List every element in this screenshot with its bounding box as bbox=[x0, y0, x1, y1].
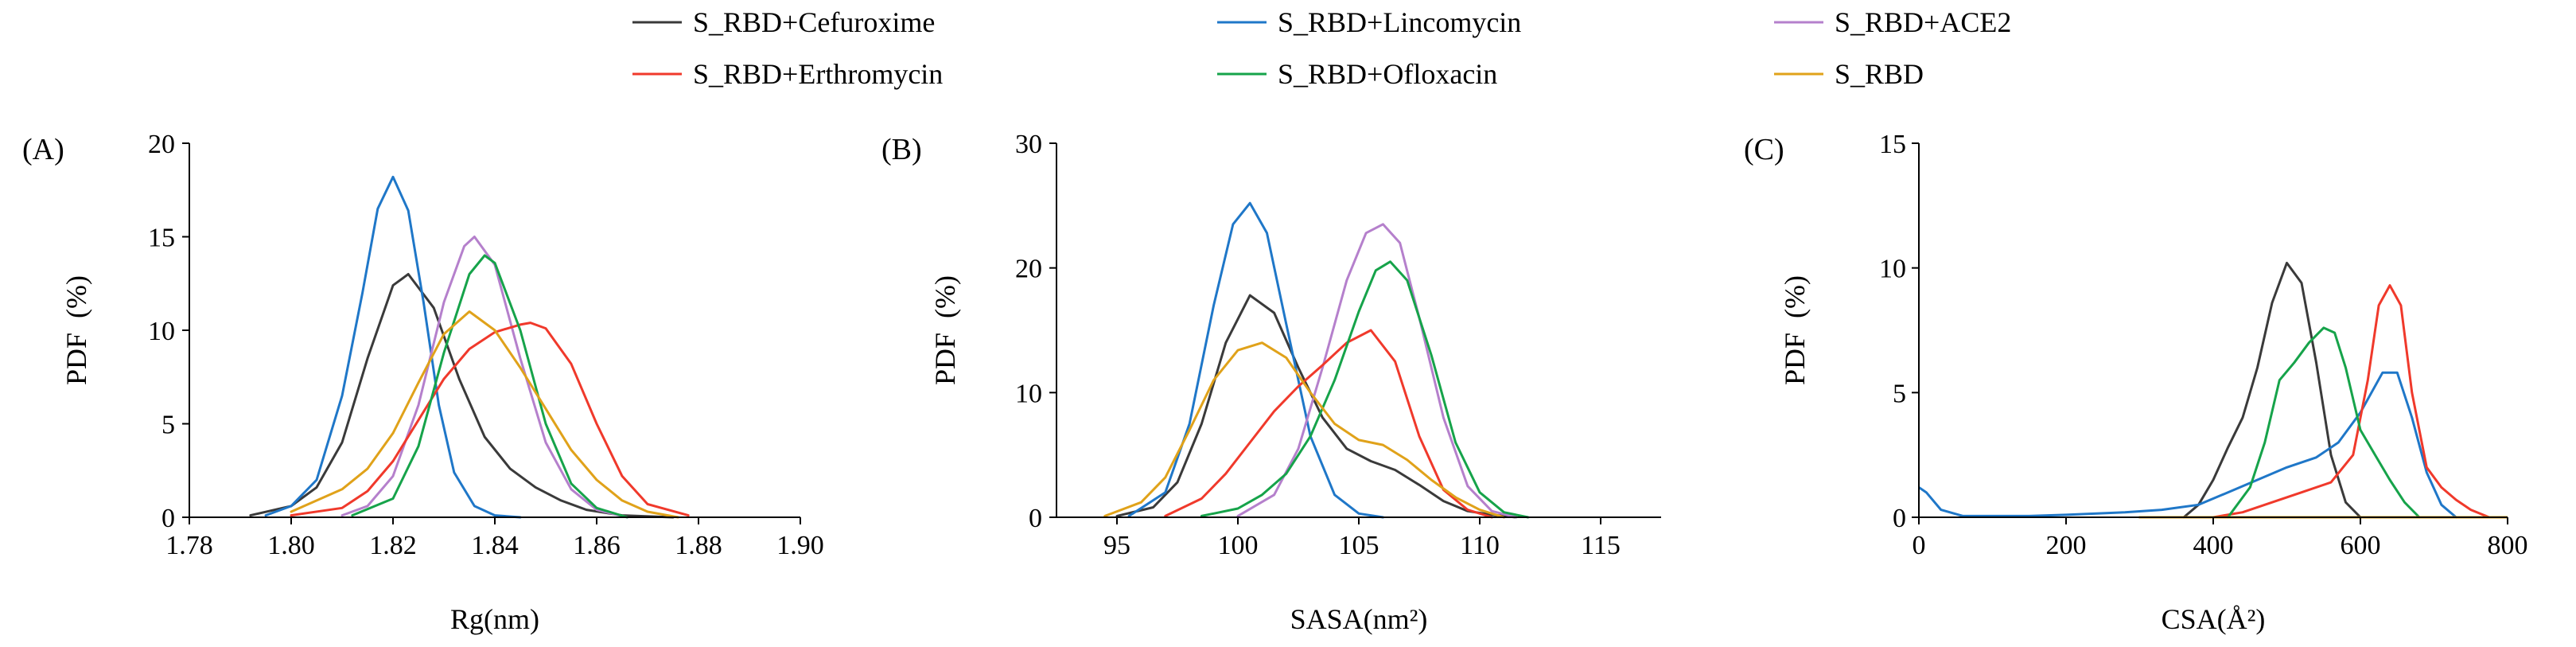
x-tick-label: 800 bbox=[2488, 531, 2528, 560]
panel-label: (A) bbox=[22, 133, 64, 166]
series-line bbox=[1164, 329, 1493, 519]
y-tick-label: 15 bbox=[148, 224, 175, 253]
series-line bbox=[340, 236, 628, 519]
x-tick-label: 200 bbox=[2046, 531, 2087, 560]
y-axis-title: PDF (%) bbox=[1779, 275, 1811, 385]
legend-label: S_RBD+Cefuroxime bbox=[693, 6, 935, 38]
y-axis-title: PDF (%) bbox=[929, 275, 961, 385]
series-line bbox=[1919, 371, 2457, 519]
y-tick-label: 10 bbox=[148, 317, 175, 346]
legend-item: S_RBD+Erthromycin bbox=[632, 58, 943, 90]
legend-label: S_RBD+ACE2 bbox=[1835, 6, 2011, 38]
legend-item: S_RBD+ACE2 bbox=[1774, 6, 2011, 38]
y-tick-label: 0 bbox=[1893, 504, 1906, 533]
series-line bbox=[264, 175, 522, 519]
y-tick-label: 0 bbox=[161, 504, 175, 533]
series-line bbox=[1127, 201, 1384, 519]
x-tick-label: 0 bbox=[1913, 531, 1926, 560]
series-group bbox=[1919, 261, 2508, 519]
legend-label: S_RBD+Erthromycin bbox=[693, 58, 943, 90]
legend-item: S_RBD+Ofloxacin bbox=[1217, 58, 1497, 90]
legend-item: S_RBD bbox=[1774, 58, 1924, 90]
legend-label: S_RBD bbox=[1835, 58, 1924, 90]
y-tick-label: 5 bbox=[1893, 379, 1906, 408]
y-axis-title: PDF (%) bbox=[60, 275, 92, 385]
x-tick-label: 100 bbox=[1218, 531, 1259, 560]
series-line bbox=[249, 273, 675, 519]
series-line bbox=[1115, 294, 1518, 519]
chart-panel-a: 1.78 1.80 1.82 1.84 1.86 1.88 1.90 0 5 10 15 20 (A) R… bbox=[22, 130, 824, 635]
y-tick-label: 10 bbox=[1015, 379, 1042, 408]
series-line bbox=[290, 310, 679, 519]
y-tick-label: 5 bbox=[161, 411, 175, 440]
x-tick-label: 1.78 bbox=[165, 531, 213, 560]
series-group bbox=[249, 175, 690, 519]
x-tick-label: 1.80 bbox=[267, 531, 315, 560]
series-line bbox=[1236, 223, 1518, 519]
legend-item: S_RBD+Cefuroxime bbox=[632, 6, 935, 38]
x-tick-label: 1.82 bbox=[369, 531, 417, 560]
y-tick-label: 20 bbox=[1015, 255, 1042, 284]
x-tick-label: 400 bbox=[2193, 531, 2234, 560]
series-line bbox=[1200, 260, 1530, 519]
chart-panel-c: 0 200 400 600 800 0 5 10 15 (C) CSA(Å²) PDF (%) bbox=[1744, 130, 2528, 635]
series-line bbox=[2227, 326, 2421, 519]
series-line bbox=[2212, 284, 2491, 519]
x-tick-label: 1.90 bbox=[776, 531, 824, 560]
series-group bbox=[1103, 201, 1530, 519]
panel-label: (B) bbox=[881, 133, 922, 166]
panels: 1.78 1.80 1.82 1.84 1.86 1.88 1.90 0 5 10 15 20 (A) R… bbox=[22, 130, 2528, 635]
x-tick-label: 1.88 bbox=[675, 531, 722, 560]
chart-panel-b: 95 100 105 110 115 0 10 20 30 (B) SASA(nm²) PDF (%) bbox=[881, 130, 1661, 635]
x-axis-title: CSA(Å²) bbox=[2162, 603, 2266, 635]
y-tick-label: 10 bbox=[1879, 255, 1906, 284]
legend-label: S_RBD+Lincomycin bbox=[1278, 6, 1521, 38]
x-tick-label: 1.86 bbox=[573, 531, 621, 560]
x-tick-label: 105 bbox=[1339, 531, 1379, 560]
x-tick-label: 115 bbox=[1581, 531, 1621, 560]
x-tick-label: 1.84 bbox=[471, 531, 519, 560]
x-tick-label: 110 bbox=[1460, 531, 1500, 560]
y-tick-label: 0 bbox=[1029, 504, 1042, 533]
x-axis-title: Rg(nm) bbox=[450, 603, 539, 635]
series-line bbox=[2182, 261, 2362, 519]
legend-item: S_RBD+Lincomycin bbox=[1217, 6, 1521, 38]
series-line bbox=[1103, 341, 1505, 519]
y-tick-label: 20 bbox=[148, 130, 175, 159]
x-axis-title: SASA(nm²) bbox=[1290, 603, 1428, 635]
series-line bbox=[290, 322, 690, 517]
x-tick-label: 600 bbox=[2341, 531, 2381, 560]
legend-label: S_RBD+Ofloxacin bbox=[1278, 58, 1497, 90]
x-tick-label: 95 bbox=[1103, 531, 1130, 560]
y-tick-label: 15 bbox=[1879, 130, 1906, 159]
series-line bbox=[351, 254, 628, 519]
y-tick-label: 30 bbox=[1015, 130, 1042, 159]
panel-label: (C) bbox=[1744, 133, 1784, 166]
legend: S_RBD+Cefuroxime S_RBD+Lincomycin S_RBD+AC… bbox=[632, 6, 2011, 90]
